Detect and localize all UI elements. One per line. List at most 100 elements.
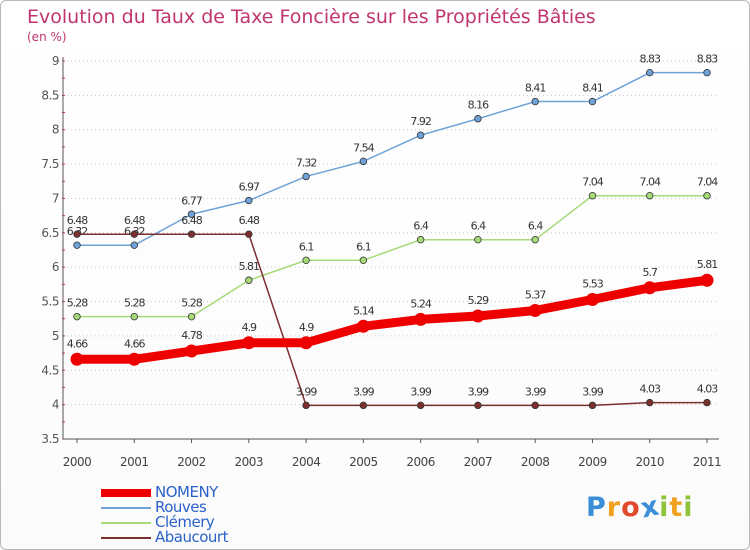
data-point bbox=[646, 398, 654, 407]
x-tick-label: 2000 bbox=[63, 455, 92, 469]
legend-item: Rouves bbox=[101, 500, 228, 515]
data-point bbox=[588, 192, 597, 200]
y-tick-label: 6.5 bbox=[41, 226, 59, 240]
data-label: 6.48 bbox=[239, 214, 260, 227]
data-point bbox=[703, 398, 711, 407]
y-tick-label: 3.5 bbox=[41, 432, 59, 446]
x-tick-label: 2011 bbox=[693, 455, 722, 469]
chart-legend: NOMENY Rouves Clémery Abaucourt bbox=[101, 485, 228, 545]
data-point bbox=[130, 312, 138, 321]
data-label: 5.81 bbox=[239, 260, 260, 273]
data-label: 3.99 bbox=[296, 385, 317, 398]
data-label: 8.83 bbox=[697, 53, 718, 66]
data-point bbox=[703, 192, 711, 200]
data-label: 6.4 bbox=[528, 220, 543, 233]
data-label: 4.03 bbox=[639, 383, 660, 396]
data-point bbox=[73, 312, 81, 321]
data-point bbox=[703, 68, 711, 77]
data-label: 4.78 bbox=[181, 329, 202, 342]
data-label: 5.7 bbox=[642, 266, 657, 279]
data-point bbox=[531, 235, 539, 244]
x-tick-label: 2001 bbox=[120, 455, 149, 469]
data-label: 6.77 bbox=[181, 194, 202, 207]
data-point bbox=[416, 131, 425, 139]
data-label: 3.99 bbox=[582, 385, 603, 398]
data-point bbox=[359, 401, 368, 410]
data-point bbox=[73, 241, 81, 249]
legend-label: Rouves bbox=[155, 498, 207, 516]
data-point bbox=[187, 312, 196, 321]
x-tick-label: 2003 bbox=[235, 455, 264, 469]
legend-item: Clémery bbox=[101, 515, 228, 530]
legend-swatch bbox=[101, 521, 151, 524]
data-point bbox=[588, 97, 597, 106]
y-tick-label: 7.5 bbox=[41, 157, 59, 171]
data-label: 3.99 bbox=[353, 385, 374, 398]
data-label: 8.16 bbox=[468, 99, 489, 112]
x-tick-label: 2010 bbox=[635, 455, 664, 469]
logo-letter: i bbox=[683, 492, 694, 523]
y-tick-label: 7 bbox=[52, 191, 59, 205]
legend-item: NOMENY bbox=[101, 485, 228, 500]
data-label: 3.99 bbox=[468, 385, 489, 398]
data-point bbox=[127, 352, 141, 366]
data-label: 8.41 bbox=[582, 82, 603, 95]
legend-swatch bbox=[101, 536, 151, 539]
x-tick-label: 2005 bbox=[349, 455, 378, 469]
data-point bbox=[646, 192, 654, 200]
data-label: 4.66 bbox=[67, 337, 88, 350]
data-point bbox=[302, 256, 310, 265]
x-tick-label: 2002 bbox=[177, 455, 206, 469]
data-point bbox=[245, 276, 253, 284]
data-point bbox=[359, 256, 368, 265]
data-label: 6.1 bbox=[356, 240, 371, 253]
data-point bbox=[474, 115, 482, 123]
series-line bbox=[72, 275, 712, 364]
data-label: 5.14 bbox=[353, 304, 374, 317]
x-tick-label: 2007 bbox=[464, 455, 493, 469]
logo-letter: i bbox=[659, 492, 670, 523]
legend-label: Abaucourt bbox=[155, 528, 228, 546]
data-label: 4.9 bbox=[299, 321, 314, 334]
y-tick-label: 9 bbox=[52, 54, 59, 68]
data-label: 4.9 bbox=[242, 321, 257, 334]
data-label: 5.28 bbox=[124, 297, 145, 310]
data-point bbox=[187, 210, 196, 218]
data-point bbox=[531, 401, 539, 410]
data-point bbox=[531, 97, 539, 106]
data-point bbox=[245, 230, 253, 238]
x-tick-label: 2009 bbox=[578, 455, 607, 469]
data-point bbox=[700, 273, 714, 287]
data-point bbox=[359, 157, 368, 166]
data-label: 6.1 bbox=[299, 240, 314, 253]
data-point bbox=[646, 68, 654, 77]
data-point bbox=[416, 235, 425, 244]
x-tick-label: 2006 bbox=[406, 455, 435, 469]
legend-item: Abaucourt bbox=[101, 530, 228, 545]
data-point bbox=[130, 230, 138, 238]
data-label: 3.99 bbox=[410, 385, 431, 398]
data-label: 7.92 bbox=[410, 115, 431, 128]
y-tick-label: 6 bbox=[52, 260, 59, 274]
x-tick-label: 2008 bbox=[521, 455, 550, 469]
data-label: 6.48 bbox=[124, 214, 145, 227]
data-point bbox=[588, 401, 597, 410]
chart-title: Evolution du Taux de Taxe Foncière sur l… bbox=[27, 6, 596, 28]
data-label: 6.4 bbox=[471, 220, 486, 233]
data-label: 6.4 bbox=[413, 220, 428, 233]
y-tick-label: 8 bbox=[52, 123, 59, 137]
data-label: 5.29 bbox=[468, 294, 489, 307]
proxiti-logo: Proxiti bbox=[586, 490, 694, 524]
data-point bbox=[528, 303, 542, 317]
data-label: 7.04 bbox=[582, 176, 603, 189]
logo-letter: o bbox=[621, 492, 641, 523]
data-label: 7.54 bbox=[353, 141, 374, 154]
logo-letter: P bbox=[586, 492, 607, 523]
legend-label: Clémery bbox=[155, 513, 215, 531]
data-label: 4.66 bbox=[124, 337, 145, 350]
data-point bbox=[585, 292, 599, 306]
data-point bbox=[471, 309, 485, 323]
data-point bbox=[185, 344, 199, 358]
